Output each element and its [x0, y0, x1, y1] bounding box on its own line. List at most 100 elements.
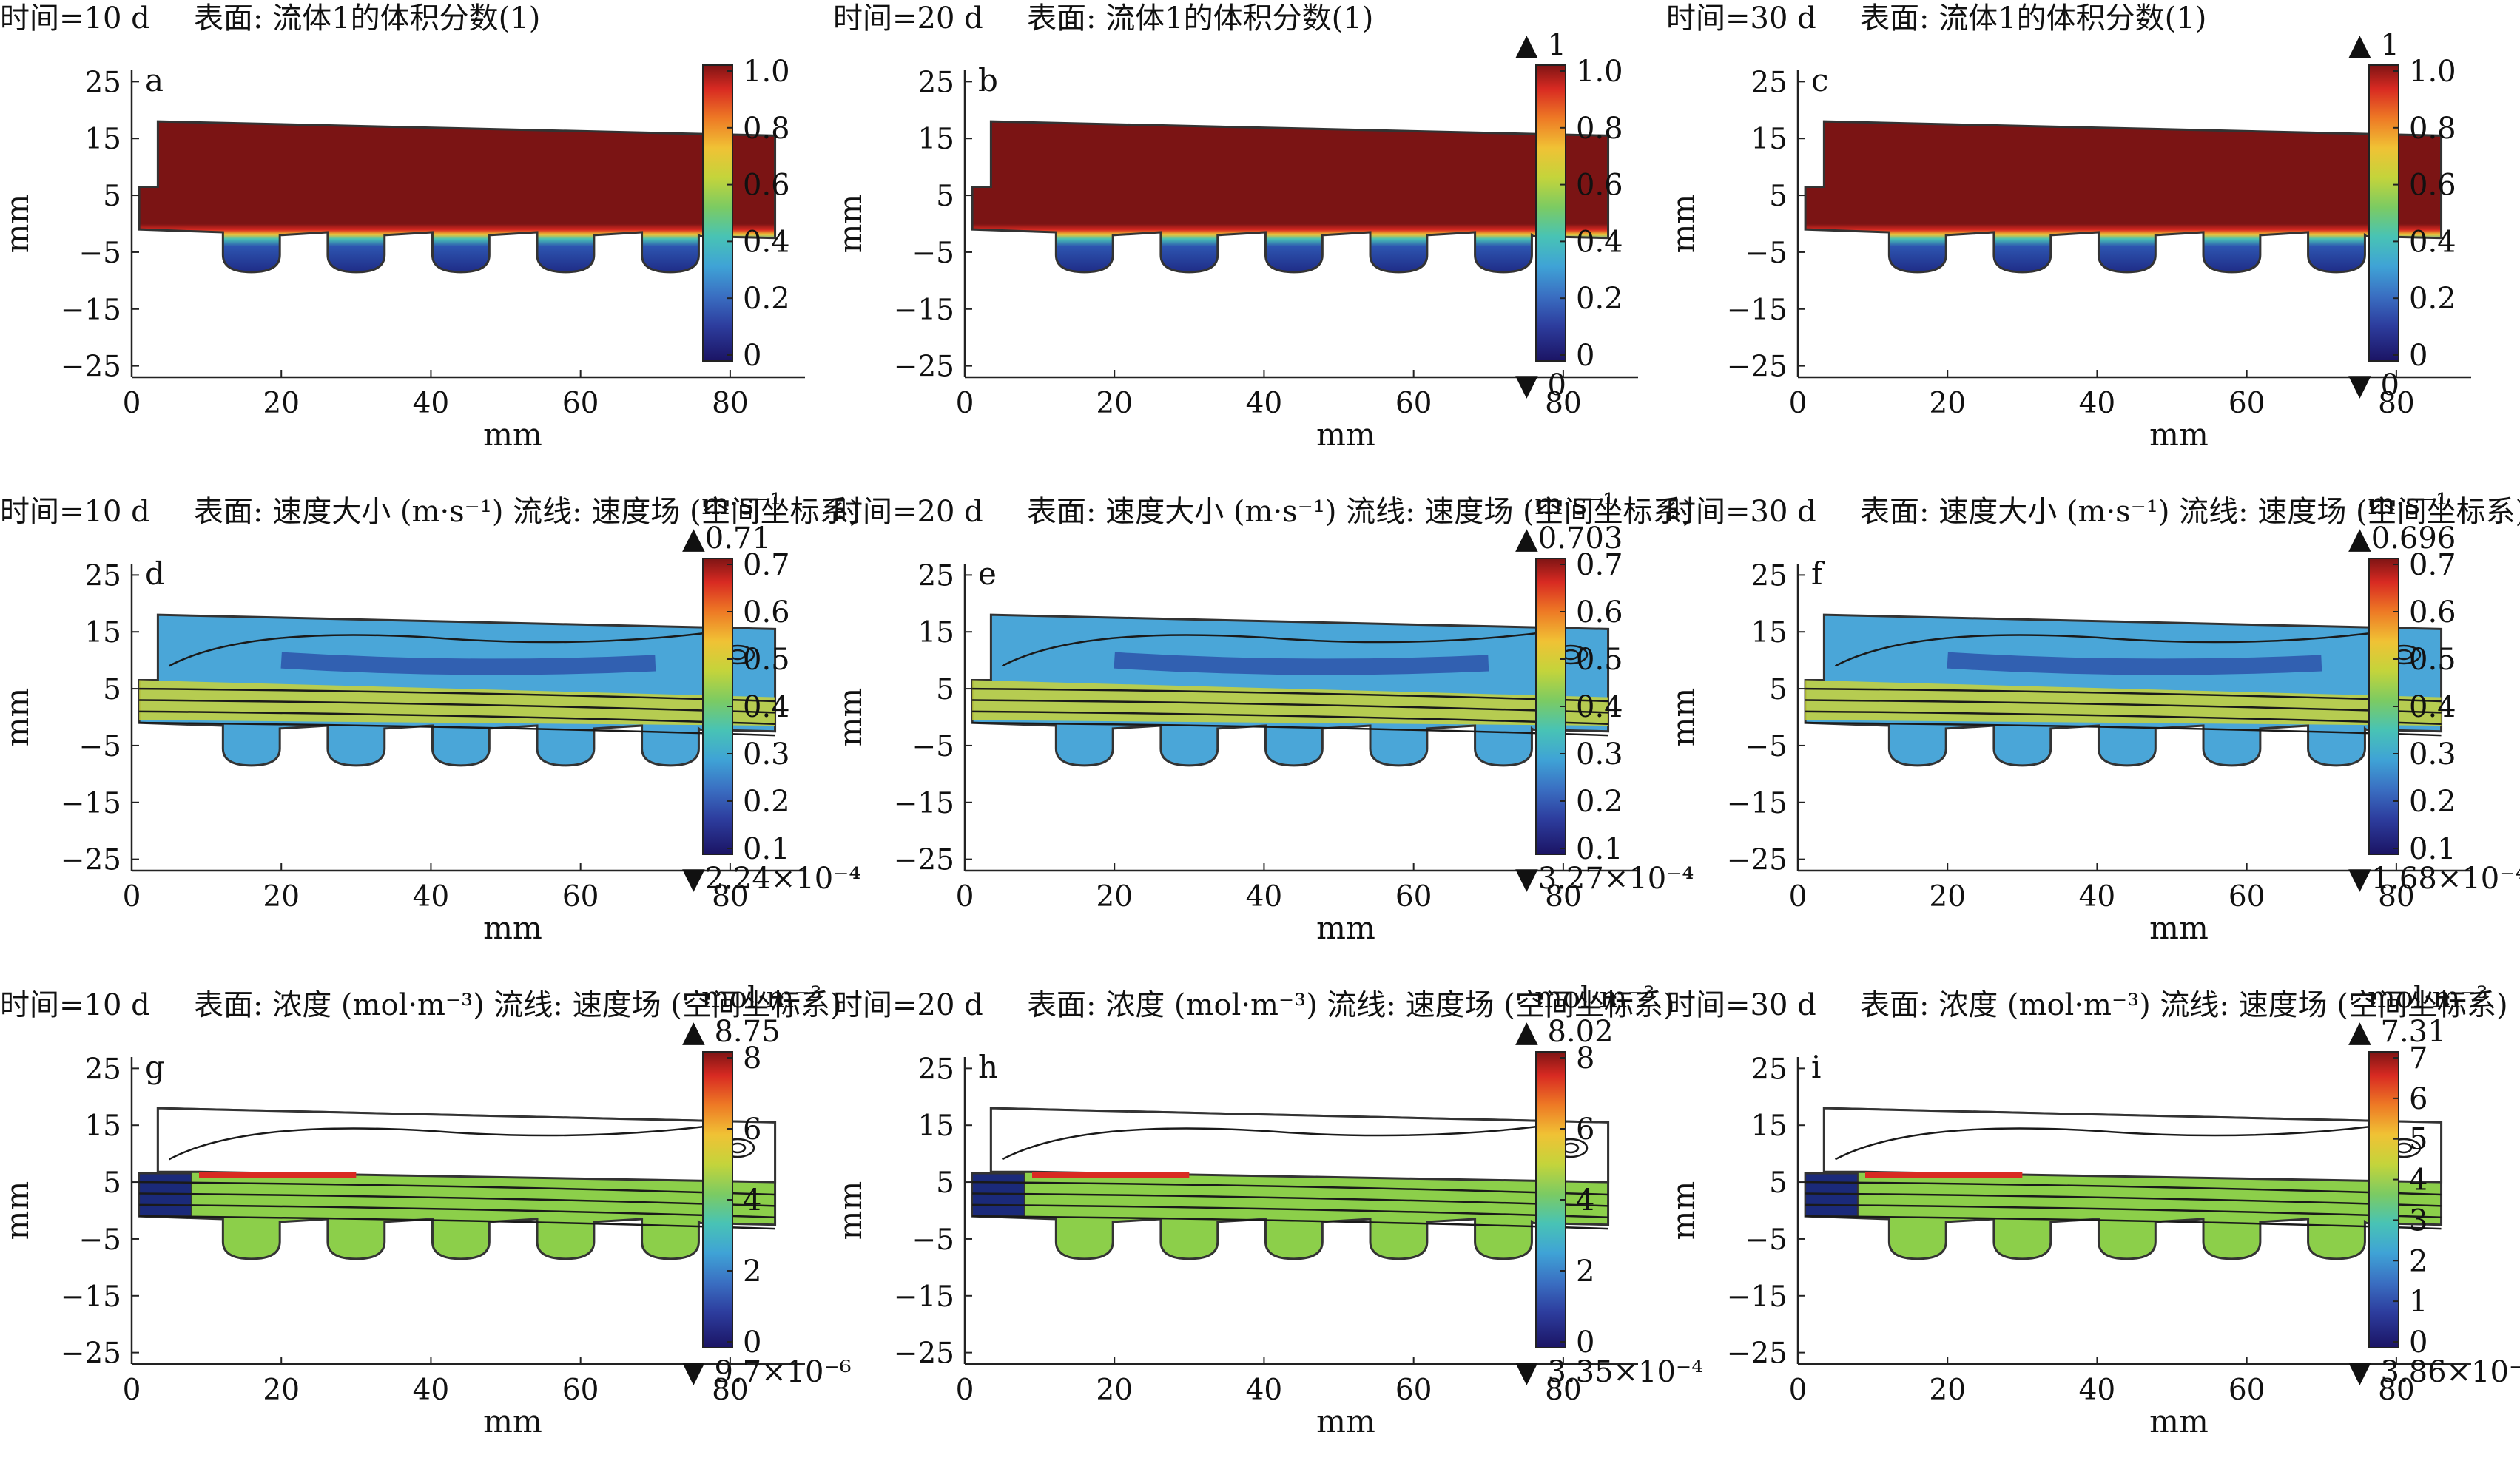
x-tick-label: 0 — [1789, 387, 1808, 420]
colorbar-tick-label: 0.3 — [2409, 737, 2456, 772]
colorbar-tick-label: 0.6 — [1576, 595, 1623, 629]
colorbar-tick-label: 0.6 — [743, 595, 790, 629]
y-tick-label: 15 — [84, 123, 121, 156]
y-tick-label: 5 — [1769, 180, 1788, 213]
x-tick-label: 80 — [2378, 880, 2415, 914]
y-tick-label: 5 — [1769, 1167, 1788, 1200]
panel-e: 时间=20 d 表面: 速度大小 (m·s⁻¹) 流线: 速度场 (空间坐标系)0… — [832, 487, 1694, 946]
y-tick-label: 25 — [1751, 66, 1788, 99]
y-tick-label: −5 — [1745, 237, 1788, 270]
x-tick-label: 80 — [712, 1374, 749, 1407]
colorbar-tick-label: 0.1 — [2409, 832, 2456, 866]
colorbar-max: ▲ 7.31 — [2348, 1015, 2447, 1049]
colorbar-max: ▲ 1 — [1515, 28, 1566, 62]
x-tick-label: 80 — [1545, 880, 1582, 914]
domain-field — [138, 120, 777, 274]
colorbar-tick-label: 2 — [2409, 1244, 2428, 1278]
x-tick-label: 20 — [1096, 880, 1133, 914]
colorbar-min: ▼ 3.35×10⁻⁴ — [1515, 1355, 1703, 1389]
colorbar-min: ▼ 0 — [1515, 368, 1566, 402]
y-tick-label: −15 — [894, 787, 954, 820]
colorbar-tick-label: 0.2 — [2409, 282, 2456, 316]
axes: 0 20 40 60 80 25 15 5 −5 −15 −25 mm mm e — [832, 556, 1638, 946]
colorbar-min: ▼ 9.7×10⁻⁶ — [682, 1355, 852, 1389]
colorbar-tick-label: 1 — [2409, 1285, 2428, 1319]
colorbar-tick-label: 2 — [743, 1255, 761, 1289]
x-tick-label: 40 — [413, 880, 450, 914]
x-tick-label: 60 — [562, 880, 599, 914]
colorbar-tick-label: 0.6 — [743, 169, 790, 203]
x-tick-label: 0 — [956, 387, 974, 420]
streamline-3 — [972, 1215, 1608, 1230]
upper-region — [1822, 1107, 2443, 1184]
y-tick-label: 25 — [1751, 1053, 1788, 1086]
colorbar-unit: m·s⁻¹ — [1534, 487, 1614, 521]
streamline-3 — [1805, 721, 2442, 737]
slow-core — [280, 652, 656, 675]
streamline-top — [168, 1124, 715, 1161]
y-axis-label: mm — [1665, 1181, 1702, 1240]
colorbar-tick-label: 6 — [1576, 1113, 1594, 1147]
colorbar-unit: mol·m⁻³ — [1534, 981, 1655, 1015]
panel-f: 时间=30 d 表面: 速度大小 (m·s⁻¹) 流线: 速度场 (空间坐标系)0… — [1665, 487, 2520, 946]
colorbar-tick-label: 7 — [2409, 1041, 2428, 1076]
x-tick-label: 0 — [123, 387, 141, 420]
x-tick-label: 40 — [413, 1374, 450, 1407]
colorbar-min: ▼ 0 — [2348, 368, 2399, 402]
colorbar-tick-label: 1.0 — [1576, 55, 1623, 89]
panel-time: 时间=20 d — [833, 1, 983, 36]
jet-band — [139, 680, 775, 726]
y-tick-label: 5 — [936, 1167, 954, 1200]
streamlines — [139, 1124, 775, 1230]
panel-b: 时间=20 d 表面: 流体1的体积分数(1) 0 20 40 60 80 25 15 5 −5 −1… — [832, 1, 1638, 453]
y-tick-label: −15 — [894, 294, 954, 327]
colorbar-tick-label: 0.8 — [2409, 112, 2456, 146]
axes: 0 20 40 60 80 25 15 5 −5 −15 −25 mm mm d — [0, 556, 805, 946]
y-tick-label: −25 — [61, 1337, 121, 1371]
y-tick-label: 5 — [936, 673, 954, 706]
colorbar-tick-label: 0.7 — [2409, 548, 2456, 582]
jet-band — [972, 680, 1608, 726]
colorbar: 0.7 0.6 0.5 0.4 0.3 0.2 0.1 m·s⁻¹▲0.71 ▼2.24×10⁻… — [682, 487, 860, 896]
y-axis-label: mm — [832, 195, 869, 254]
panel-time: 时间=10 d — [0, 1, 150, 36]
panel-a: 时间=10 d 表面: 流体1的体积分数(1) 0 20 40 60 80 25 15 5 −5 −1… — [0, 1, 805, 453]
colorbar-tick-label: 0.2 — [2409, 785, 2456, 819]
streamline-1 — [139, 699, 775, 714]
streamline-3 — [1805, 1215, 2442, 1230]
hot-band — [1865, 1172, 2023, 1178]
panel-title: 表面: 速度大小 (m·s⁻¹) 流线: 速度场 (空间坐标系) — [1027, 495, 1694, 529]
colorbar-bar — [2368, 1051, 2399, 1348]
x-tick-label: 0 — [956, 1374, 974, 1407]
x-tick-label: 80 — [712, 880, 749, 914]
panel-letter: d — [145, 556, 165, 592]
streamline-2 — [1805, 1203, 2442, 1218]
y-tick-label: −15 — [1727, 294, 1788, 327]
colorbar: 7 6 5 4 3 2 1 0 mol·m⁻³▲ 7.31 ▼ 3.86×10⁻⁵ — [2348, 981, 2520, 1389]
x-tick-label: 20 — [263, 880, 300, 914]
panel-d: 时间=10 d 表面: 速度大小 (m·s⁻¹) 流线: 速度场 (空间坐标系)0… — [0, 487, 860, 946]
colorbar-tick-label: 0 — [743, 1326, 761, 1360]
x-tick-label: 0 — [123, 1374, 141, 1407]
axes: 0 20 40 60 80 25 15 5 −5 −15 −25 mm mm b — [832, 62, 1638, 453]
x-tick-label: 80 — [2378, 1374, 2415, 1407]
streamline-1 — [972, 1192, 1608, 1207]
y-tick-label: 5 — [103, 180, 121, 213]
y-tick-label: −5 — [79, 237, 122, 270]
colorbar: 0.7 0.6 0.5 0.4 0.3 0.2 0.1 m·s⁻¹▲0.703 ▼3.27×10… — [1515, 487, 1694, 896]
colorbar-tick-label: 4 — [743, 1184, 761, 1218]
colorbar-tick-label: 0.2 — [1576, 785, 1623, 819]
colorbar-tick-label: 0.4 — [1576, 690, 1623, 724]
y-tick-label: −5 — [912, 237, 955, 270]
streamline-1 — [1805, 699, 2442, 714]
colorbar-max: ▲ 8.02 — [1515, 1015, 1614, 1049]
colorbar-tick-label: 0.2 — [743, 785, 790, 819]
colorbar: 8 6 4 2 0 mol·m⁻³▲ 8.02 ▼ 3.35×10⁻⁴ — [1515, 981, 1703, 1389]
colorbar-tick-label: 5 — [2409, 1123, 2428, 1157]
x-tick-label: 60 — [1395, 387, 1432, 420]
y-tick-label: −5 — [912, 1223, 955, 1257]
colorbar-tick-label: 0.1 — [1576, 832, 1623, 866]
colorbar-tick-label: 0.5 — [1576, 643, 1623, 677]
streamlines — [1805, 1124, 2442, 1230]
